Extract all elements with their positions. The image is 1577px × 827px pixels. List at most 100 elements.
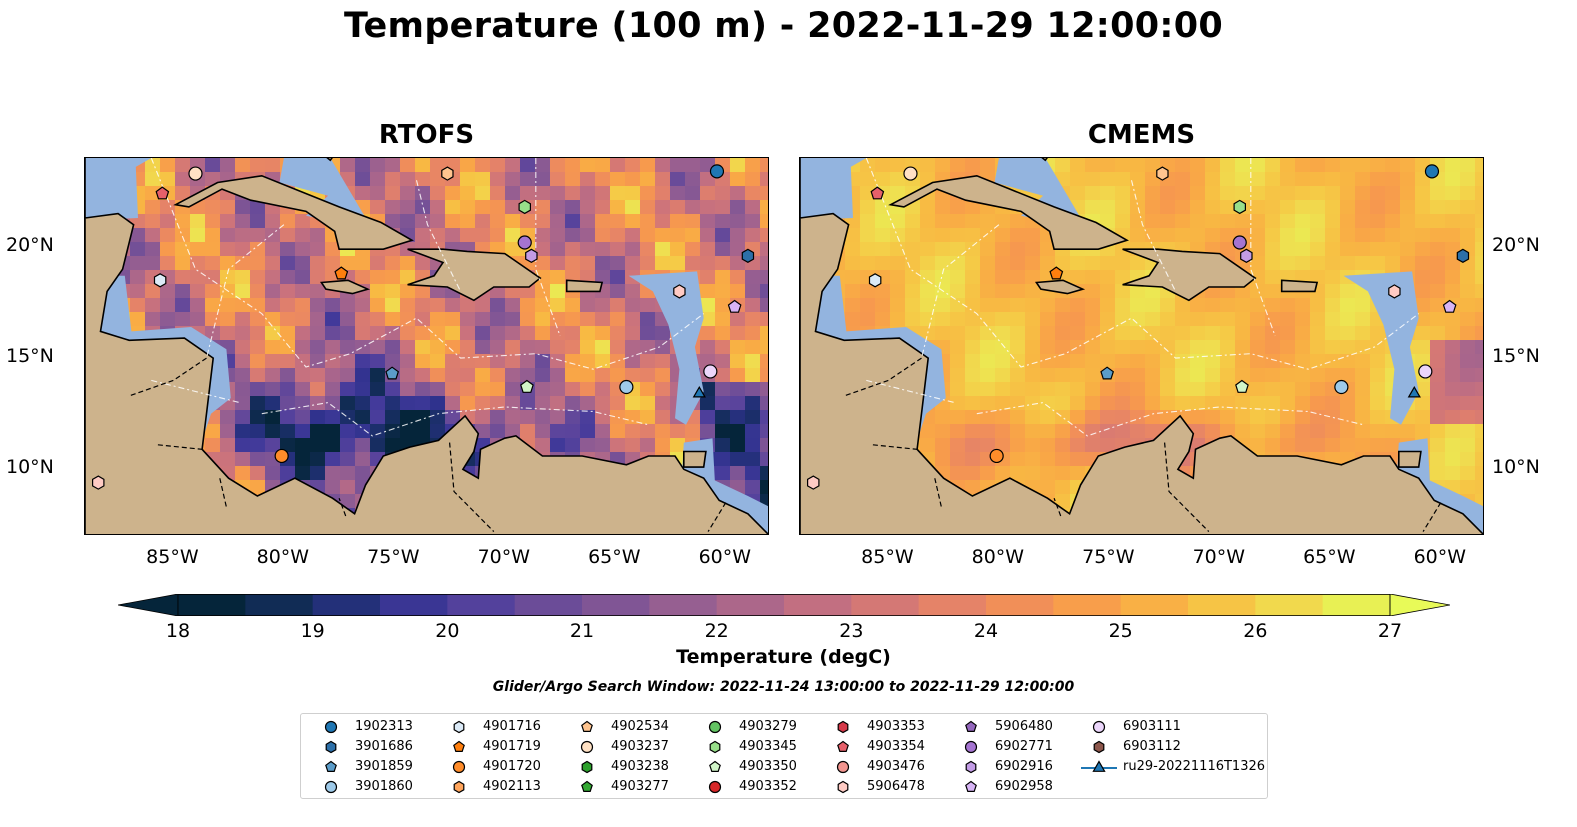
hexagon-icon bbox=[709, 740, 721, 754]
colorbar-tick-label: 20 bbox=[435, 620, 460, 642]
legend-label: 4901720 bbox=[483, 759, 541, 774]
hexagon-icon bbox=[837, 720, 849, 734]
country-border bbox=[219, 478, 227, 508]
legend: 1902313 3901686 3901859 3901860 4901716 49017… bbox=[300, 713, 1268, 799]
float-marker-14 bbox=[1334, 379, 1349, 395]
float-marker-6 bbox=[1240, 248, 1253, 263]
legend-label: 3901859 bbox=[355, 759, 413, 774]
float-marker-1 bbox=[441, 166, 454, 181]
legend-marker bbox=[453, 720, 465, 734]
hexagon-icon bbox=[837, 780, 849, 794]
float-marker-8 bbox=[153, 273, 167, 288]
legend-marker bbox=[580, 740, 594, 754]
colorbar-band bbox=[245, 594, 314, 616]
float-marker-6 bbox=[525, 248, 538, 263]
float-marker-7 bbox=[1456, 248, 1470, 263]
eez-boundary bbox=[1250, 158, 1276, 337]
eez-boundary bbox=[150, 158, 705, 370]
legend-label: 4903279 bbox=[739, 719, 797, 734]
lat-tick-label: 20°N bbox=[1492, 233, 1540, 256]
map-rtofs bbox=[84, 157, 769, 535]
legend-label: 4902113 bbox=[483, 779, 541, 794]
hexagon-icon bbox=[325, 740, 337, 754]
legend-marker bbox=[325, 740, 337, 754]
circle-icon bbox=[452, 760, 466, 774]
legend-marker bbox=[1092, 760, 1106, 772]
legend-label: 6902771 bbox=[995, 739, 1053, 754]
float-marker-7 bbox=[741, 248, 755, 263]
pentagon-icon bbox=[965, 720, 977, 732]
legend-label: 4903476 bbox=[867, 759, 925, 774]
legend-marker bbox=[709, 740, 721, 754]
float-marker-17 bbox=[989, 448, 1004, 464]
country-border bbox=[338, 497, 347, 517]
country-border bbox=[707, 502, 727, 532]
legend-marker bbox=[325, 760, 337, 772]
hexagon-icon bbox=[453, 720, 465, 734]
float-marker-11 bbox=[1442, 299, 1457, 313]
eez-boundary bbox=[866, 379, 955, 404]
legend-marker bbox=[581, 720, 593, 732]
hexagon-icon bbox=[965, 760, 977, 774]
float-marker-0 bbox=[188, 166, 203, 181]
colorbar-label: Temperature (degC) bbox=[676, 646, 891, 668]
legend-marker bbox=[709, 760, 721, 772]
legend-label: 5906478 bbox=[867, 779, 925, 794]
colorbar-band bbox=[1053, 594, 1122, 616]
float-marker-16 bbox=[692, 385, 706, 398]
float-marker-4 bbox=[518, 199, 531, 215]
legend-marker bbox=[965, 760, 977, 774]
land-andros bbox=[326, 158, 333, 162]
lon-tick-label: 70°W bbox=[1192, 546, 1246, 568]
legend-marker bbox=[453, 740, 465, 752]
hexagon-icon bbox=[453, 780, 465, 794]
land-jamaica bbox=[1034, 279, 1086, 295]
colorbar-band bbox=[1188, 594, 1256, 616]
figure-title: Temperature (100 m) - 2022-11-29 12:00:0… bbox=[343, 6, 1223, 46]
legend-marker bbox=[837, 780, 849, 794]
legend-marker bbox=[324, 720, 338, 734]
land-puertoRico bbox=[1280, 279, 1319, 293]
hexagon-icon bbox=[581, 760, 593, 774]
legend-label: 4903353 bbox=[867, 719, 925, 734]
lon-tick-label: 60°W bbox=[698, 546, 752, 568]
lat-tick-label: 10°N bbox=[1492, 456, 1540, 479]
colorbar-tick-label: 25 bbox=[1108, 620, 1133, 642]
float-marker-18 bbox=[807, 475, 820, 490]
legend-label: 4901719 bbox=[483, 739, 541, 754]
land-hispaniola bbox=[407, 248, 542, 302]
circle-icon bbox=[708, 720, 722, 734]
colorbar-band bbox=[312, 594, 381, 616]
colorbar-tick-label: 24 bbox=[973, 620, 999, 642]
colorbar-tick-label: 22 bbox=[704, 620, 729, 642]
legend-label: 3901860 bbox=[355, 779, 413, 794]
legend-label: 6903111 bbox=[1123, 719, 1181, 734]
panel-title-rtofs: RTOFS bbox=[378, 120, 475, 150]
legend-label: 4903345 bbox=[739, 739, 797, 754]
shallow-shelf bbox=[1343, 271, 1419, 425]
eez-boundary bbox=[865, 158, 1420, 370]
legend-label: 5906480 bbox=[995, 719, 1053, 734]
legend-label: 4903237 bbox=[611, 739, 669, 754]
lat-tick-label: 15°N bbox=[1492, 345, 1540, 368]
land-hispaniola bbox=[1122, 248, 1257, 302]
colorbar-under bbox=[117, 593, 179, 617]
legend-marker bbox=[965, 720, 977, 732]
country-border bbox=[934, 478, 942, 508]
legend-label: 4902534 bbox=[611, 719, 669, 734]
legend-label: 6902958 bbox=[995, 779, 1053, 794]
colorbar-band bbox=[1322, 594, 1391, 616]
float-marker-2 bbox=[1424, 164, 1440, 179]
pentagon-icon bbox=[581, 780, 593, 792]
float-marker-4 bbox=[1233, 199, 1246, 215]
panel-title-cmems: CMEMS bbox=[1087, 120, 1196, 150]
colorbar-tick-label: 19 bbox=[300, 620, 325, 642]
country-border bbox=[449, 442, 495, 533]
colorbar-band bbox=[918, 594, 987, 616]
colorbar-tick-label: 23 bbox=[839, 620, 864, 642]
land-cuba bbox=[173, 174, 414, 250]
eez-boundary bbox=[976, 402, 1364, 437]
circle-icon bbox=[836, 760, 850, 774]
float-marker-16 bbox=[1407, 385, 1421, 398]
float-marker-9 bbox=[334, 266, 349, 280]
